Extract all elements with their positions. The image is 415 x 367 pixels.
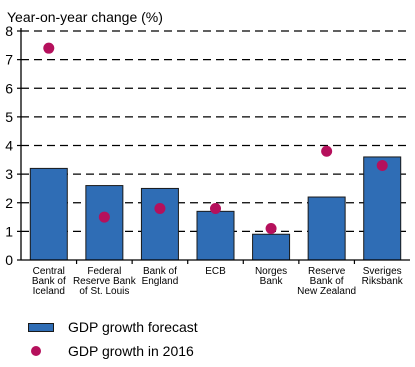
category-label: Federal — [87, 266, 121, 277]
point-6 — [321, 145, 333, 157]
category-label: New Zealand — [297, 286, 356, 297]
point-2 — [98, 211, 110, 223]
point-series — [43, 42, 388, 235]
axes — [17, 28, 410, 264]
y-tick-label: 1 — [5, 223, 13, 239]
grid-lines — [21, 30, 410, 233]
y-tick-label: 8 — [5, 23, 13, 39]
bar-1 — [29, 167, 68, 261]
bar-7 — [363, 156, 402, 261]
bar-4 — [196, 210, 235, 261]
y-axis-label: Year-on-year change (%) — [7, 9, 163, 25]
y-tick-labels: 0 1 2 3 4 5 6 7 8 — [5, 23, 13, 268]
point-3 — [154, 202, 166, 214]
legend-point-swatch — [31, 346, 41, 356]
category-label: Sveriges — [363, 266, 402, 277]
legend-label-forecast: GDP growth forecast — [68, 319, 198, 335]
category-label: Reserve — [308, 266, 346, 277]
category-label: Reserve Bank — [73, 276, 137, 287]
legend-item-2016: GDP growth in 2016 — [28, 343, 194, 359]
category-label: Iceland — [33, 286, 65, 297]
bar-6 — [307, 196, 346, 261]
point-5 — [265, 223, 277, 235]
category-label: Norges — [255, 266, 287, 277]
category-label: ECB — [205, 266, 226, 277]
point-4 — [210, 202, 221, 214]
point-7 — [376, 160, 388, 172]
bar-series — [29, 156, 402, 261]
point-1 — [43, 42, 55, 54]
y-tick-label: 5 — [5, 109, 13, 125]
category-label: Bank of — [143, 266, 177, 277]
category-label: England — [142, 276, 179, 287]
y-tick-label: 2 — [5, 195, 13, 211]
y-tick-label: 4 — [5, 138, 13, 154]
category-label: Bank — [260, 276, 284, 287]
category-label: Bank of — [32, 276, 66, 287]
y-tick-label: 0 — [5, 252, 13, 268]
legend-item-forecast: GDP growth forecast — [28, 319, 198, 335]
bar-3 — [140, 187, 179, 261]
bar-2 — [85, 185, 124, 261]
y-tick-label: 7 — [5, 52, 13, 68]
legend-bar-swatch — [28, 322, 54, 332]
y-tick-label: 3 — [5, 166, 13, 182]
category-label: Central — [33, 266, 65, 277]
y-tick-label: 6 — [5, 80, 13, 96]
category-label: of St. Louis — [79, 286, 129, 297]
legend-label-2016: GDP growth in 2016 — [68, 343, 194, 359]
category-label: Riksbank — [362, 276, 404, 287]
bar-5 — [252, 233, 291, 261]
category-label: Bank of — [310, 276, 344, 287]
